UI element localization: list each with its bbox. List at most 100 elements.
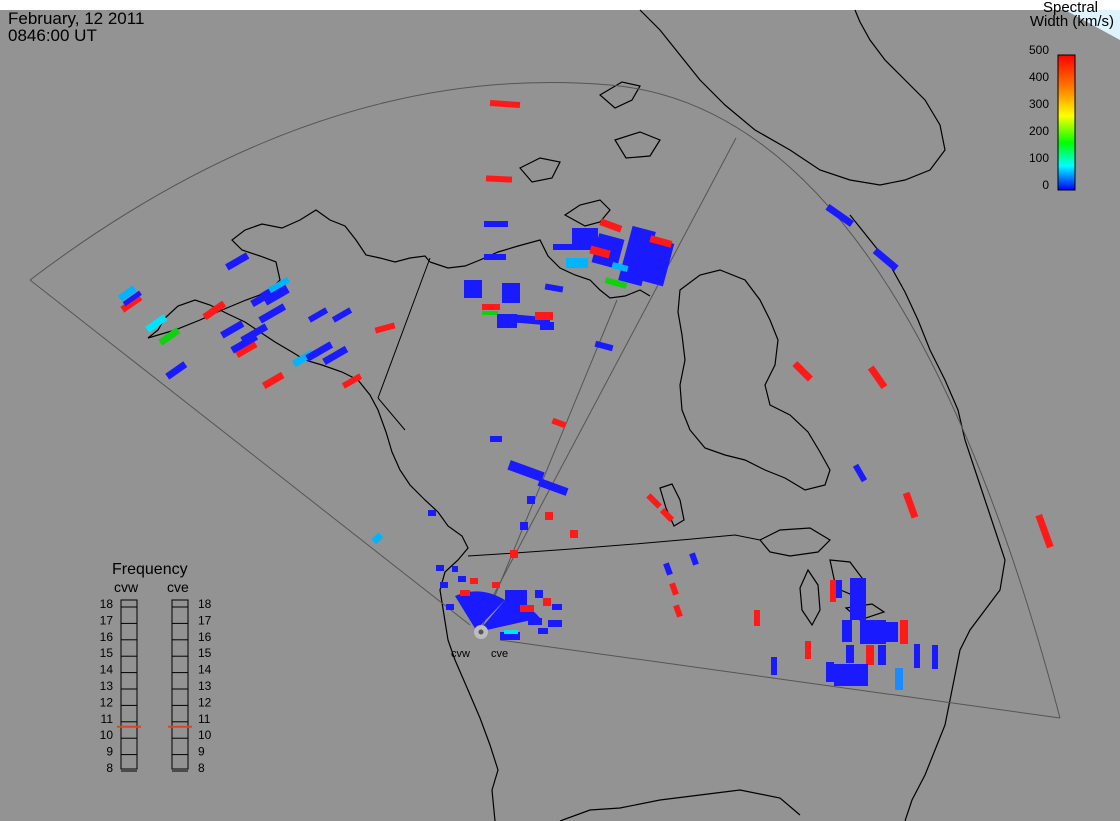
map-background	[0, 10, 1120, 821]
colorbar-title-line2: Width (km/s)	[1029, 13, 1114, 30]
frequency-tick-label: 18	[100, 597, 114, 611]
echo-patch	[230, 333, 259, 354]
echo-patch	[460, 590, 470, 596]
echo-patch	[553, 244, 583, 250]
fov-left-edge	[29, 279, 471, 626]
frequency-panel: Frequency cvw cve 18 17 16 15 14 13 12 11 10 9 8 1…	[100, 561, 212, 775]
echo-patch	[552, 604, 562, 610]
alaska-canada-border	[377, 257, 431, 399]
echo-patch	[520, 522, 528, 530]
colorbar-gradient	[1057, 54, 1076, 191]
echo-patch	[548, 620, 562, 627]
echo-patch	[836, 580, 842, 598]
colorbar-tick: 200	[1029, 124, 1049, 138]
fov-right-edge	[499, 639, 1061, 719]
echo-patch	[482, 304, 500, 310]
lake-winnipeg	[659, 483, 685, 527]
frequency-tick-label: 9	[198, 745, 205, 759]
echo-patch	[669, 582, 679, 596]
colorbar-title-line1: Spectral	[1042, 0, 1098, 16]
echo-patch	[234, 340, 258, 358]
echo-patch	[830, 580, 836, 602]
echo-patch	[594, 340, 614, 352]
frequency-tick-label: 15	[198, 646, 212, 660]
colorbar-tick: 300	[1029, 97, 1049, 111]
echo-patch	[470, 578, 478, 584]
frequency-ticks-right: 18 17 16 15 14 13 12 11 10 9 8	[198, 597, 212, 775]
great-lake-superior	[759, 527, 831, 557]
echo-patch	[771, 657, 777, 675]
frequency-tick-label: 14	[100, 663, 114, 677]
fov-beam-a	[474, 137, 737, 631]
echo-patch	[599, 218, 623, 233]
fov-outline	[29, 81, 1061, 719]
echo-patch	[261, 371, 285, 389]
echo-patch	[322, 345, 349, 365]
frequency-tick-label: 13	[100, 679, 114, 693]
echo-patch	[489, 99, 521, 109]
echo-patch	[507, 460, 545, 482]
frequency-tick-label: 11	[198, 712, 211, 726]
echo-patch	[482, 311, 498, 315]
echo-patch	[618, 225, 656, 287]
echo-patch	[842, 620, 852, 642]
frequency-tick-label: 13	[198, 679, 212, 693]
colorbar-tick: 0	[1042, 178, 1049, 192]
echo-patch	[551, 417, 567, 429]
echo-patch	[540, 322, 554, 330]
us-canada-border	[467, 534, 761, 557]
echo-patch	[260, 280, 290, 306]
labrador-coast	[849, 214, 1006, 821]
boundary-layer	[377, 257, 761, 557]
great-lake-michigan	[799, 568, 821, 627]
echo-patch	[452, 566, 458, 572]
frequency-tick-label: 8	[106, 761, 113, 775]
echo-patch	[225, 252, 250, 271]
greenland-outline	[639, 9, 946, 186]
echo-patch	[544, 283, 564, 293]
echo-patch	[663, 562, 673, 576]
echo-patch	[446, 604, 454, 610]
frequency-tick-label: 17	[100, 613, 114, 627]
frequency-tick-label: 9	[106, 745, 113, 759]
echo-patch	[464, 280, 482, 298]
echo-patch	[307, 307, 329, 323]
echo-patch	[860, 620, 886, 644]
echo-patch	[914, 644, 920, 668]
frequency-radar-cve: cve	[167, 579, 189, 595]
echo-patch	[510, 550, 518, 558]
fov-outer-arc	[29, 81, 1061, 719]
frequency-radar-cvw: cvw	[114, 579, 139, 595]
echo-patch	[1035, 513, 1054, 549]
echo-patch	[826, 662, 834, 682]
echo-patch	[611, 262, 629, 272]
frequency-grid	[121, 606, 188, 772]
echo-patch	[535, 590, 543, 598]
echo-patch	[490, 436, 502, 442]
echo-patch	[850, 578, 866, 620]
echo-patch	[852, 463, 868, 483]
echo-patch	[673, 604, 683, 618]
echo-patch	[754, 610, 760, 626]
echo-patch	[165, 361, 188, 380]
echo-patch	[649, 235, 673, 248]
echo-patch	[502, 283, 520, 303]
echo-cluster-alaska	[117, 252, 396, 545]
echo-patch	[900, 620, 908, 644]
echo-fan	[455, 591, 505, 630]
echo-patch	[589, 245, 611, 259]
echo-patch	[866, 645, 874, 665]
echo-cluster-arctic	[464, 99, 675, 352]
echo-patch	[867, 365, 888, 390]
echo-patch	[120, 294, 143, 313]
echo-patch	[428, 510, 436, 516]
echo-patch	[485, 175, 513, 183]
echo-patch	[374, 322, 396, 334]
echo-patch	[202, 300, 227, 321]
territory-border	[377, 397, 406, 431]
echo-patch	[500, 632, 520, 640]
gulf-coast	[559, 789, 801, 821]
echo-patch	[371, 532, 384, 545]
radar-site-center	[478, 629, 484, 635]
